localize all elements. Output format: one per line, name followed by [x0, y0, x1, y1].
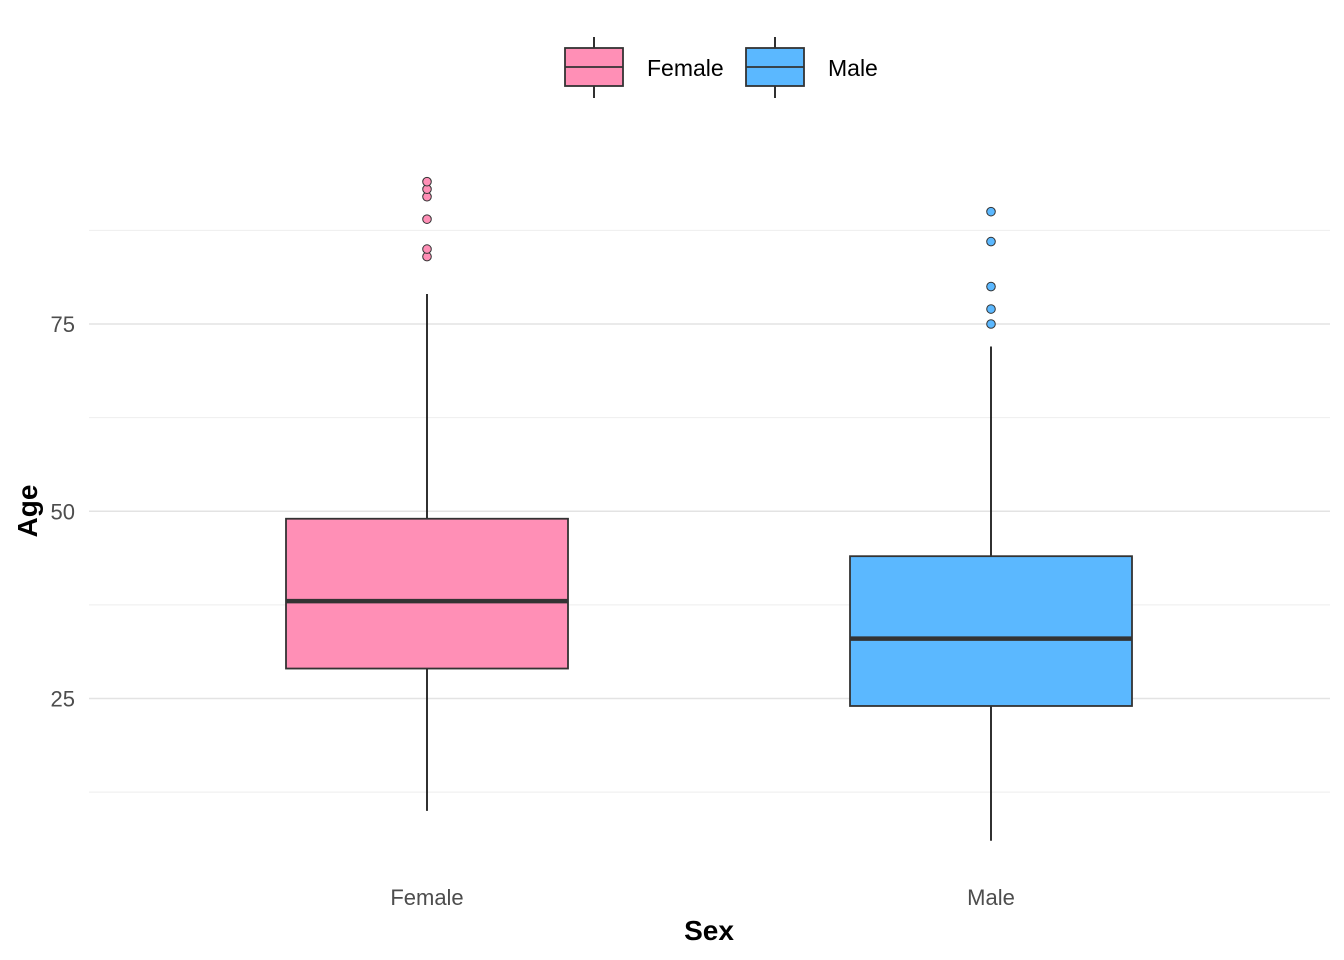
x-tick-label: Male — [967, 885, 1015, 910]
legend-label: Male — [828, 55, 878, 81]
y-tick-label: 75 — [51, 312, 75, 337]
outlier-point — [422, 244, 432, 254]
iqr-box — [285, 517, 569, 670]
y-tick-label: 25 — [51, 687, 75, 712]
outlier-point — [986, 319, 996, 329]
outlier-point — [986, 206, 996, 217]
y-tick-label: 50 — [51, 499, 75, 524]
legend: Female Male — [564, 37, 878, 98]
y-axis-ticks: 25 50 75 — [51, 312, 75, 712]
iqr-box — [849, 555, 1133, 707]
legend-key-female — [564, 37, 624, 98]
boxes — [285, 176, 1133, 841]
x-axis-ticks: Female Male — [390, 885, 1015, 910]
x-tick-label: Female — [390, 885, 463, 910]
outlier-point — [986, 281, 996, 292]
x-axis-title: Sex — [684, 915, 734, 946]
legend-key-male — [745, 37, 805, 98]
box-male — [849, 206, 1133, 841]
grid-lines — [89, 229, 1330, 793]
box-female — [285, 176, 569, 811]
outlier-point — [422, 176, 432, 187]
y-axis-title: Age — [12, 485, 43, 538]
outlier-point — [986, 236, 996, 247]
legend-label: Female — [647, 55, 724, 81]
outlier-point — [422, 214, 432, 224]
outlier-point — [986, 304, 996, 314]
